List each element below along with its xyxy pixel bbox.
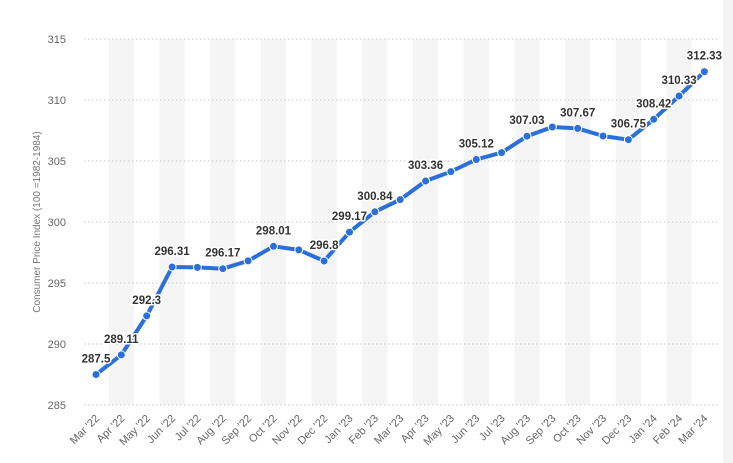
y-tick-label: 300 bbox=[48, 217, 66, 229]
data-labels: 287.5 289.11 292.3 296.31 296.17 298.01 296.8 2… bbox=[80, 49, 723, 367]
scrollbar-gutter bbox=[723, 0, 733, 463]
y-tick-label: 290 bbox=[48, 339, 66, 351]
x-tick-label: Jun '22 bbox=[145, 413, 178, 446]
data-point-10 bbox=[345, 227, 354, 237]
y-tick-label: 305 bbox=[48, 156, 66, 168]
y-axis-ticks: 285 290 295 300 305 310 315 bbox=[48, 34, 66, 412]
y-tick-label: 310 bbox=[48, 95, 66, 107]
data-label-5: 296.17 bbox=[205, 248, 240, 260]
data-point-20 bbox=[598, 131, 608, 141]
data-label-24: 312.33 bbox=[687, 51, 722, 63]
data-label-1: 289.11 bbox=[104, 334, 139, 346]
gridlines bbox=[84, 38, 718, 406]
y-tick-label: 315 bbox=[48, 34, 66, 46]
data-point-19 bbox=[573, 123, 583, 133]
data-point-21 bbox=[623, 135, 633, 145]
data-point-7 bbox=[269, 241, 278, 251]
x-tick-label: Mar '22 bbox=[68, 413, 102, 447]
series-line bbox=[94, 69, 707, 377]
data-label-13: 303.36 bbox=[408, 160, 443, 172]
data-point-0 bbox=[91, 370, 101, 379]
y-axis-label: Consumer Price Index (100 =1982-1984) bbox=[32, 131, 43, 313]
data-point-13 bbox=[421, 176, 431, 186]
data-label-15: 305.12 bbox=[459, 139, 494, 151]
data-label-11: 300.84 bbox=[357, 191, 393, 203]
data-point-11 bbox=[370, 207, 380, 217]
y-tick-label: 285 bbox=[48, 400, 66, 412]
data-label-10: 299.17 bbox=[332, 211, 367, 223]
data-point-1 bbox=[116, 350, 126, 360]
data-point-15 bbox=[471, 155, 481, 164]
data-label-0: 287.5 bbox=[82, 354, 111, 366]
band-11 bbox=[362, 39, 388, 405]
data-label-22: 308.42 bbox=[636, 98, 671, 110]
band-17 bbox=[514, 39, 540, 405]
data-point-23 bbox=[674, 91, 684, 101]
data-point-17 bbox=[522, 131, 532, 141]
data-point-24 bbox=[699, 67, 709, 77]
data-label-3: 296.31 bbox=[155, 246, 191, 258]
data-label-19: 307.67 bbox=[560, 107, 595, 119]
data-point-22 bbox=[649, 114, 659, 124]
data-points bbox=[91, 67, 709, 379]
band-5 bbox=[210, 39, 236, 405]
y-tick-label: 295 bbox=[48, 278, 66, 290]
data-point-6 bbox=[243, 256, 253, 266]
data-label-7: 298.01 bbox=[256, 225, 292, 237]
data-point-12 bbox=[395, 195, 405, 205]
data-label-9: 296.8 bbox=[310, 240, 339, 252]
x-tick-label: Jun '23 bbox=[449, 413, 482, 446]
data-point-18 bbox=[547, 122, 557, 132]
data-label-17: 307.03 bbox=[509, 115, 544, 127]
data-label-21: 306.75 bbox=[611, 119, 647, 131]
data-point-4 bbox=[192, 262, 202, 272]
data-label-23: 310.33 bbox=[662, 75, 697, 87]
data-point-8 bbox=[294, 245, 304, 255]
data-point-14 bbox=[446, 167, 456, 177]
data-label-2: 292.3 bbox=[132, 295, 161, 307]
data-point-3 bbox=[167, 262, 177, 272]
data-point-2 bbox=[142, 311, 152, 321]
data-point-9 bbox=[319, 256, 329, 266]
data-point-16 bbox=[497, 148, 507, 158]
data-point-5 bbox=[218, 264, 228, 274]
